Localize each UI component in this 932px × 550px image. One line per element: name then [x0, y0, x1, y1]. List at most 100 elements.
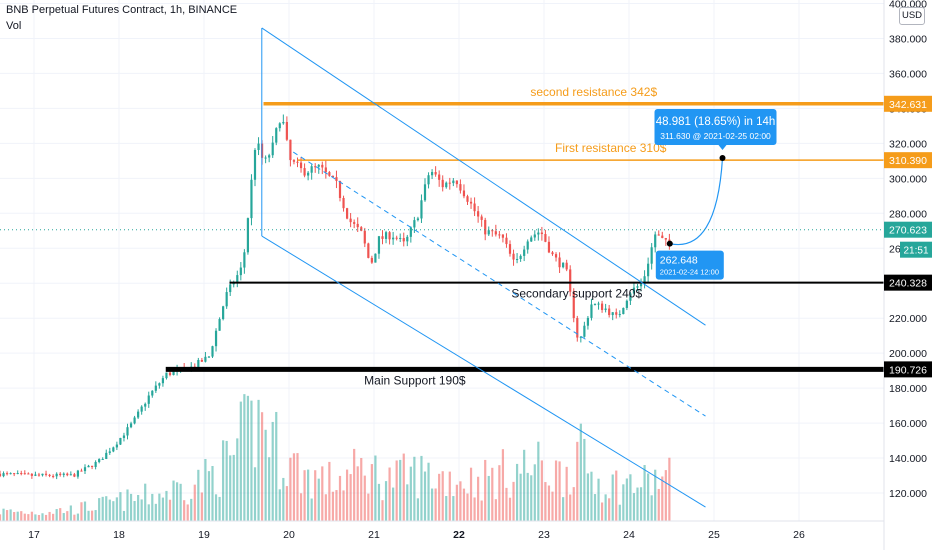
time-axis-tick: 26: [793, 529, 805, 541]
candle-body: [5, 473, 9, 475]
volume-bar: [668, 457, 671, 521]
candle-body: [55, 473, 58, 477]
candle-body: [459, 184, 462, 191]
candle-body: [654, 234, 657, 248]
candle-body: [494, 231, 497, 235]
candle-body: [140, 406, 143, 412]
candle-body: [505, 237, 508, 245]
candle-body: [342, 197, 345, 209]
candle-body: [243, 252, 246, 268]
volume-bar: [331, 491, 335, 521]
time-axis-tick: 18: [113, 529, 125, 541]
projection-start-price: 262.648: [660, 255, 698, 267]
volume-bar: [356, 466, 359, 521]
price-tag-label: 310.390: [889, 155, 927, 167]
candle-body: [225, 292, 228, 307]
last-price-tag: 270.623: [889, 225, 927, 237]
candle-body: [253, 149, 257, 180]
candle-body: [23, 473, 26, 475]
volume-bar: [328, 461, 331, 521]
volume-bar: [119, 492, 122, 521]
volume-bar: [381, 500, 384, 521]
candle-body: [9, 473, 12, 475]
volume-bar: [370, 464, 373, 521]
price-projection[interactable]: 48.981 (18.65%) in 14h 311.630 @ 2021-02-…: [654, 108, 777, 280]
projection-start-dot[interactable]: [666, 240, 673, 247]
volume-indicator-label[interactable]: Vol: [6, 20, 22, 32]
candle-body: [299, 162, 303, 169]
volume-bar: [487, 475, 490, 521]
volume-bar: [494, 499, 497, 521]
volume-bar: [392, 487, 395, 521]
volume-bar: [335, 490, 338, 521]
projection-curve[interactable]: [669, 157, 724, 246]
candle-body: [469, 201, 473, 204]
volume-bar: [197, 469, 200, 521]
channel-middle-dashed-line[interactable]: [292, 151, 706, 417]
volume-bar: [292, 453, 296, 521]
volume-bar: [615, 470, 618, 521]
volume-bar: [445, 496, 448, 521]
volume-bar: [434, 488, 437, 521]
price-axis-tick: 380.000: [889, 33, 927, 45]
volume-bar: [20, 511, 23, 521]
candle-body: [126, 427, 129, 436]
volume-bar: [303, 470, 306, 521]
volume-bar: [402, 453, 405, 521]
volume-bar: [484, 459, 487, 521]
volume-bar: [285, 486, 288, 521]
candle-body: [105, 452, 108, 459]
volume-bar: [452, 496, 455, 521]
volume-bar: [278, 489, 281, 521]
volume-bar: [101, 496, 104, 521]
candle-body: [246, 218, 250, 253]
candle-body: [236, 275, 239, 284]
currency-button[interactable]: USD: [899, 7, 925, 25]
candle-body: [420, 200, 423, 219]
time-axis-tick: 19: [198, 529, 210, 541]
candle-body: [487, 230, 490, 235]
candle-body: [27, 473, 30, 475]
candle-body: [565, 262, 568, 270]
candle-body: [338, 180, 342, 198]
volume-bar: [253, 467, 257, 521]
descending-channel[interactable]: [261, 27, 706, 508]
volume-bar: [530, 475, 533, 521]
volume-bar: [597, 478, 600, 521]
candle-body: [122, 435, 126, 438]
candle-body: [551, 252, 554, 255]
price-axis-tick: 280.000: [889, 208, 927, 220]
volume-bar: [158, 493, 161, 521]
candle-body: [441, 179, 444, 188]
volume-bar: [395, 460, 398, 521]
candle-body: [289, 139, 292, 161]
price-tag-label: 240.328: [889, 278, 927, 290]
candle-body: [268, 155, 271, 158]
candle-body: [271, 142, 274, 156]
candle-body: [37, 474, 41, 476]
volume-bar: [342, 490, 345, 521]
candle-body: [515, 259, 519, 261]
volume-bar: [214, 494, 218, 521]
volume-bar: [438, 473, 441, 521]
candle-body: [445, 182, 448, 188]
volume-bar: [55, 509, 58, 521]
candle-body: [324, 167, 327, 173]
candle-body: [562, 262, 565, 268]
candle-body: [172, 371, 175, 376]
level-label-1: First resistance 310$: [555, 141, 667, 155]
candle-body: [484, 219, 487, 235]
candle-body: [448, 182, 451, 184]
candle-body: [367, 243, 370, 258]
candle-body: [129, 423, 133, 428]
channel-upper-line[interactable]: [261, 27, 706, 326]
candle-body: [593, 303, 597, 305]
projection-end-dot[interactable]: [719, 154, 726, 161]
channel-lower-line[interactable]: [261, 235, 706, 508]
candle-body: [604, 308, 607, 310]
volume-bar: [282, 477, 285, 521]
volume-bar: [140, 499, 143, 521]
volume-bar: [374, 455, 377, 521]
candle-body: [395, 237, 398, 239]
